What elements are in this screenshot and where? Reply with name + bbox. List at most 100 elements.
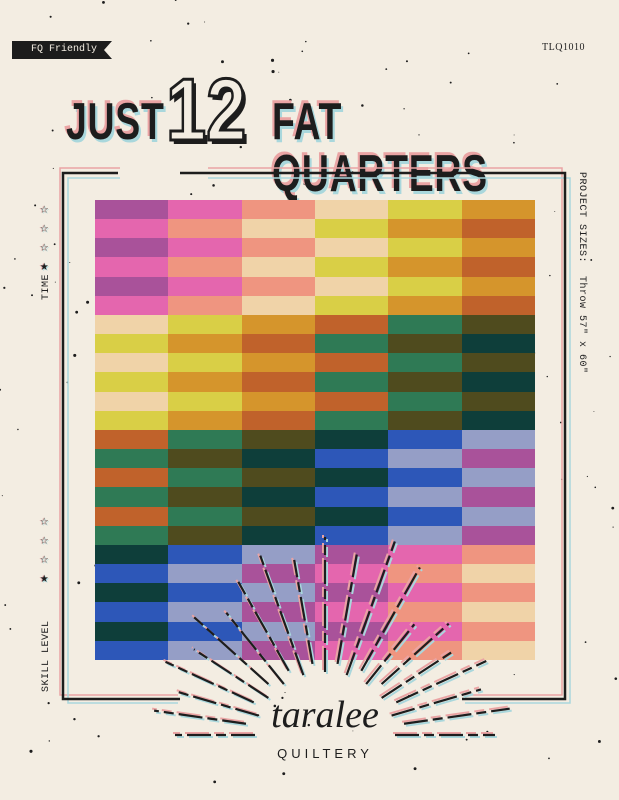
quilt-strip	[388, 372, 462, 392]
speck	[213, 780, 217, 784]
sunburst-ray	[174, 688, 257, 715]
quilt-strip	[168, 506, 242, 526]
sunburst-ray	[383, 652, 456, 701]
quilt-strip	[95, 391, 169, 411]
speck	[281, 696, 284, 699]
sunburst-ray	[403, 707, 510, 725]
speck	[556, 82, 559, 85]
speck	[174, 0, 177, 1]
quilt-strip	[315, 487, 389, 507]
star-outline-icon: ☆	[40, 202, 49, 218]
quilt-strip	[241, 410, 315, 430]
quilt-strip	[95, 564, 169, 584]
speck	[467, 52, 470, 55]
sunburst-ray	[379, 648, 452, 697]
sunburst-ray	[347, 543, 398, 678]
speck	[73, 353, 77, 357]
quilt-strip	[95, 468, 169, 488]
speck	[548, 757, 550, 760]
sunburst-ray	[382, 624, 452, 687]
speck	[597, 740, 601, 743]
sunburst-ray	[397, 662, 489, 706]
quilt-strip	[95, 200, 169, 220]
quilt-strip	[388, 295, 462, 315]
sunburst-ray	[378, 620, 448, 683]
quilt-strip	[461, 621, 535, 641]
quilt-strip	[315, 525, 389, 545]
quilt-strip	[461, 429, 535, 450]
quilt-strip	[168, 372, 242, 392]
quilt-strip	[388, 468, 462, 488]
quilt-strip	[461, 200, 535, 220]
sunburst-ray	[193, 648, 269, 699]
quilt-strip	[95, 640, 169, 660]
speck	[352, 730, 354, 732]
quilt-strip	[95, 621, 169, 641]
sunburst-ray	[178, 692, 261, 719]
speck	[278, 71, 280, 73]
speck	[307, 723, 310, 727]
quilt-strip	[95, 429, 169, 450]
sunburst-ray	[389, 686, 480, 715]
speck	[47, 701, 50, 705]
quilt-strip	[168, 276, 242, 296]
star-outline-icon: ☆	[40, 221, 49, 237]
speck	[150, 39, 152, 42]
quilt-strip	[388, 429, 462, 450]
sunburst-ray	[362, 568, 423, 674]
quilt-strip	[95, 257, 169, 277]
quilt-strip	[315, 449, 389, 469]
speck	[48, 740, 50, 742]
speck	[413, 767, 417, 771]
speck	[405, 60, 408, 63]
speck	[594, 486, 597, 489]
quilt-strip	[168, 314, 242, 335]
quilt-strip	[388, 314, 462, 335]
quilt-strip	[168, 544, 242, 565]
speck	[612, 526, 614, 528]
logo-wordmark: QUILTERY	[277, 746, 373, 761]
sunburst-ray	[153, 709, 247, 725]
quilt-strip	[168, 391, 242, 411]
speck	[14, 258, 16, 260]
quilt-strip	[241, 200, 315, 220]
quilt-strip	[461, 468, 535, 488]
quilt-strip	[388, 391, 462, 411]
speck	[449, 81, 452, 84]
quilt-strip	[95, 544, 169, 565]
speck	[271, 69, 275, 74]
quilt-strip	[315, 353, 389, 373]
quilt-strip	[95, 314, 169, 335]
speck	[614, 677, 618, 680]
speck	[204, 21, 206, 23]
quilt-strip	[95, 525, 169, 545]
quilt-strip	[388, 276, 462, 296]
sunburst-ray	[151, 707, 245, 723]
quilt-strip	[461, 314, 535, 335]
quilt-strip	[241, 219, 315, 239]
speck	[611, 506, 615, 510]
speck	[554, 211, 556, 213]
quilt-strip	[461, 257, 535, 277]
speck	[549, 274, 551, 277]
sunburst-ray	[345, 541, 396, 676]
quilt-strip	[315, 410, 389, 430]
speck	[0, 388, 2, 391]
speck	[88, 116, 90, 119]
quilt-strip	[95, 219, 169, 239]
sunburst-ray	[293, 559, 314, 665]
speck	[546, 375, 548, 378]
quilt-strip	[241, 487, 315, 507]
speck	[239, 145, 242, 149]
quilt-strip	[388, 621, 462, 641]
quilt-strip	[388, 257, 462, 277]
sunburst-ray	[393, 658, 485, 702]
speck	[513, 674, 515, 676]
quilt-strip	[461, 334, 535, 354]
quilt-strip	[461, 640, 535, 660]
sunburst-ray	[338, 556, 360, 667]
quilt-strip	[315, 621, 389, 641]
quilt-strip	[315, 334, 389, 354]
speck	[282, 772, 286, 776]
speck	[52, 167, 54, 169]
